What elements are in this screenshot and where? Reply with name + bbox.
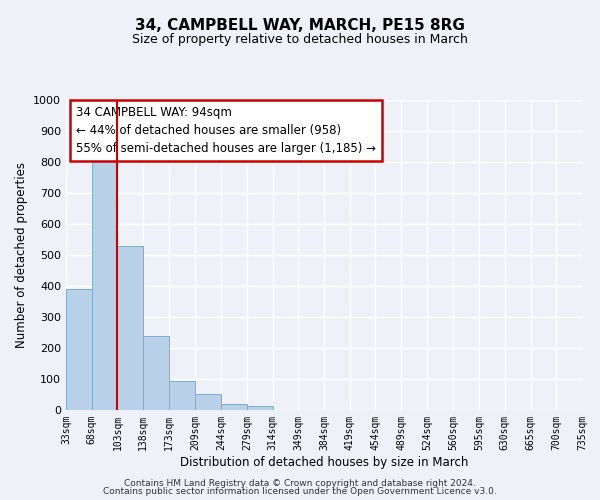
Bar — [66, 289, 92, 410]
Y-axis label: Number of detached properties: Number of detached properties — [14, 162, 28, 348]
Text: 34, CAMPBELL WAY, MARCH, PE15 8RG: 34, CAMPBELL WAY, MARCH, PE15 8RG — [135, 18, 465, 32]
Text: Contains public sector information licensed under the Open Government Licence v3: Contains public sector information licen… — [103, 488, 497, 496]
Bar — [247, 406, 272, 410]
Bar — [143, 336, 169, 410]
Bar — [196, 394, 221, 410]
Text: Size of property relative to detached houses in March: Size of property relative to detached ho… — [132, 32, 468, 46]
Bar — [221, 404, 247, 410]
Bar — [92, 154, 118, 410]
Bar — [169, 380, 196, 410]
Text: Contains HM Land Registry data © Crown copyright and database right 2024.: Contains HM Land Registry data © Crown c… — [124, 478, 476, 488]
Bar — [118, 246, 143, 410]
Text: 34 CAMPBELL WAY: 94sqm
← 44% of detached houses are smaller (958)
55% of semi-de: 34 CAMPBELL WAY: 94sqm ← 44% of detached… — [76, 106, 376, 155]
X-axis label: Distribution of detached houses by size in March: Distribution of detached houses by size … — [180, 456, 468, 468]
